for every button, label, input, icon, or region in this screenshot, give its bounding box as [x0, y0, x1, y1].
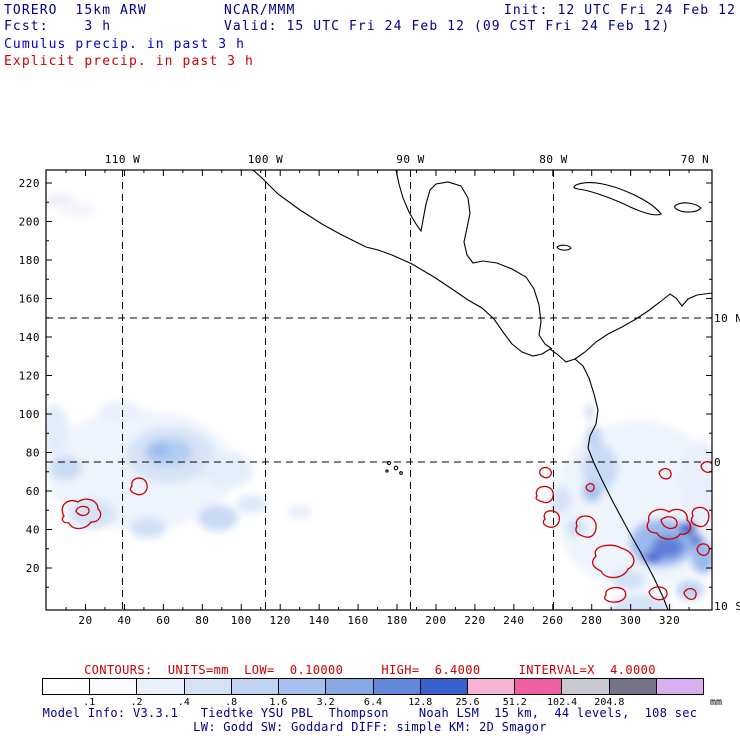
colorbar-label: .4 — [177, 697, 190, 708]
x-axis-label: 260 — [542, 614, 563, 627]
model-info-line1: Model Info: V3.3.1 Tiedtke YSU PBL Thomp… — [42, 706, 698, 720]
colorbar-label: .2 — [130, 697, 143, 708]
coastline-gulf-caribbean — [395, 170, 553, 350]
longitude-label: 100 W — [248, 153, 284, 166]
x-axis-label: 100 — [231, 614, 252, 627]
contour-legend: CONTOURS: UNITS=mm LOW= 0.10000 HIGH= 6.… — [84, 663, 656, 677]
x-axis-label: 60 — [156, 614, 170, 627]
galapagos-islands — [385, 460, 403, 475]
colorbar-unit-label: mm — [710, 697, 723, 708]
latitude-label: 10 N — [714, 312, 740, 325]
y-axis-label: 100 — [19, 408, 40, 421]
colorbar-segment — [43, 679, 91, 694]
x-axis-label: 160 — [347, 614, 368, 627]
plot-border — [45, 169, 713, 611]
colorbar-segment — [137, 679, 185, 694]
colorbar-segment — [515, 679, 563, 694]
model-title: TORERO 15km ARW — [4, 3, 147, 18]
coastline-south-america-north — [574, 292, 712, 360]
model-info-line2: LW: Godd SW: Goddard DIFF: simple KM: 2D… — [193, 720, 547, 734]
explicit-precip-label: Explicit precip. in past 3 h — [4, 54, 254, 69]
x-axis-label: 80 — [195, 614, 209, 627]
colorbar-segment — [467, 679, 516, 694]
axis-labels: 220 200 180 160 140 120 100 80 60 40 20 20 40 60 80 100… — [19, 153, 740, 627]
latlon-gridlines — [46, 170, 712, 610]
colorbar-label: 204.8 — [594, 697, 625, 708]
x-axis-label: 280 — [581, 614, 602, 627]
x-axis-label: 220 — [464, 614, 485, 627]
y-axis-label: 200 — [19, 216, 40, 229]
longitude-label: 110 W — [105, 153, 141, 166]
org-label: NCAR/MMM — [224, 3, 296, 18]
latitude-label: 0 — [714, 456, 721, 469]
x-axis-label: 40 — [117, 614, 131, 627]
y-axis-label: 140 — [19, 331, 40, 344]
colorbar — [42, 678, 704, 695]
x-axis-label: 200 — [425, 614, 446, 627]
colorbar-label: .1 — [83, 697, 96, 708]
colorbar-label: 6.4 — [363, 697, 382, 708]
cumulus-precip-label: Cumulus precip. in past 3 h — [4, 37, 246, 52]
precip-shading — [46, 193, 712, 610]
y-axis-label: 160 — [19, 293, 40, 306]
island-hispaniola — [674, 202, 702, 213]
island-jamaica — [556, 244, 572, 251]
y-axis-label: 40 — [26, 524, 40, 537]
colorbar-label: .8 — [225, 697, 238, 708]
x-axis-label: 240 — [503, 614, 524, 627]
x-axis-label: 180 — [386, 614, 407, 627]
init-time-label: Init: 12 UTC Fri 24 Feb 12 — [503, 3, 736, 18]
colorbar-segment — [184, 679, 232, 694]
colorbar-segment — [279, 679, 327, 694]
x-axis-label: 120 — [270, 614, 291, 627]
latitude-label: 10 S — [714, 600, 740, 613]
colorbar-scale-labels: .1 .2 .4 .8 1.6 3.2 6.4 12.8 25.6 51.2 102.4 204.8 m… — [0, 697, 740, 709]
colorbar-segment — [90, 679, 138, 694]
coastlines — [252, 170, 712, 610]
colorbar-segment — [562, 679, 610, 694]
colorbar-label: 25.6 — [455, 697, 480, 708]
coastline-pacific — [252, 170, 669, 610]
colorbar-segment — [609, 679, 657, 694]
colorbar-label: 102.4 — [547, 697, 578, 708]
colorbar-segment — [373, 679, 421, 694]
island-cuba — [573, 182, 662, 216]
y-axis-label: 180 — [19, 254, 40, 267]
colorbar-label: 3.2 — [316, 697, 335, 708]
colorbar-label: 1.6 — [269, 697, 288, 708]
y-axis-label: 60 — [26, 485, 40, 498]
longitude-label: 90 W — [396, 153, 425, 166]
x-axis-label: 300 — [620, 614, 641, 627]
y-axis-label: 220 — [19, 177, 40, 190]
colorbar-label: 12.8 — [408, 697, 433, 708]
x-axis-label: 320 — [659, 614, 680, 627]
colorbar-segment — [656, 679, 704, 694]
longitude-label: 70 N — [681, 153, 710, 166]
colorbar-segment — [326, 679, 374, 694]
axis-ticks — [46, 170, 712, 610]
valid-time-label: Valid: 15 UTC Fri 24 Feb 12 (09 CST Fri … — [224, 19, 671, 34]
x-axis-label: 20 — [78, 614, 92, 627]
colorbar-segment — [420, 679, 468, 694]
x-axis-label: 140 — [308, 614, 329, 627]
fcst-hour-label: Fcst: 3 h — [4, 19, 112, 34]
longitude-label: 80 W — [539, 153, 568, 166]
y-axis-label: 120 — [19, 370, 40, 383]
colorbar-segment — [231, 679, 280, 694]
y-axis-label: 80 — [26, 447, 40, 460]
y-axis-label: 20 — [26, 562, 40, 575]
colorbar-label: 51.2 — [502, 697, 527, 708]
precip-contours — [61, 461, 712, 603]
